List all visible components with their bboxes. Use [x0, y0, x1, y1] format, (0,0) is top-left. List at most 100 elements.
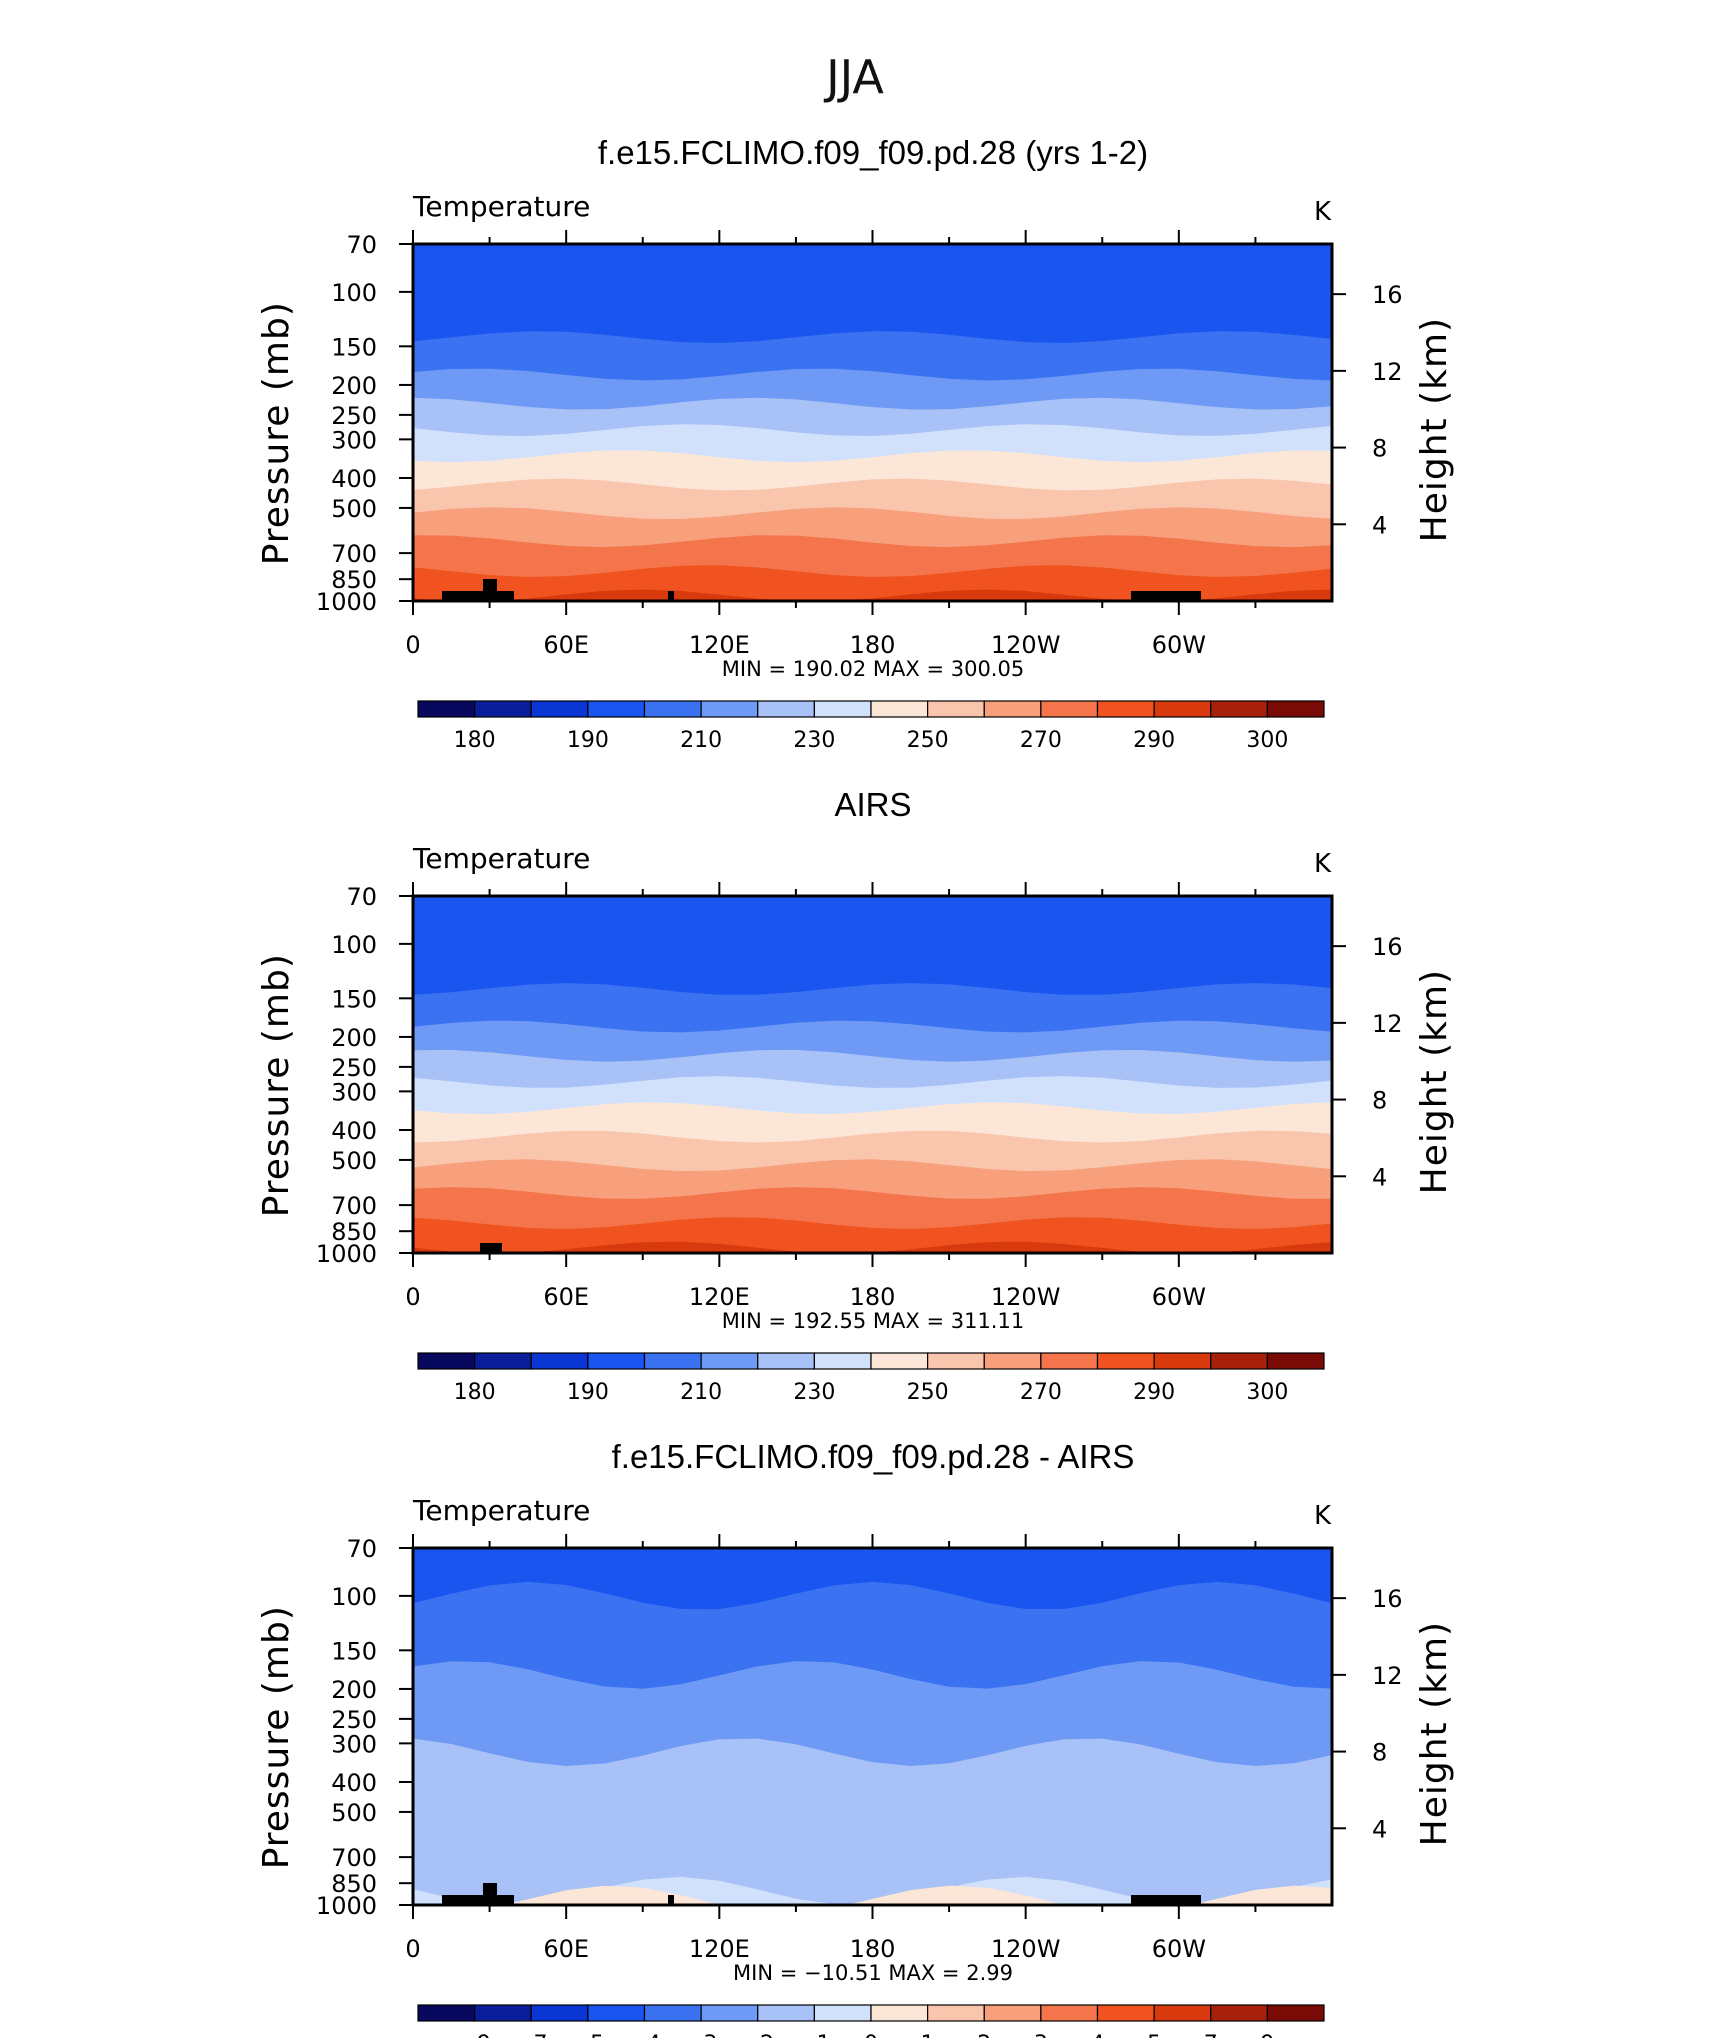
y-tick-label: 70 — [346, 1535, 377, 1563]
x-tick-label: 0 — [405, 1935, 420, 1963]
y-tick-label: 850 — [331, 566, 377, 594]
x-tick-label: 120W — [991, 631, 1061, 659]
colorbar: −9 −7 −5 −4 −3 −2 −1 0 1 2 3 4 5 7 9 — [417, 2004, 1325, 2038]
contour-field — [413, 1548, 1332, 1905]
colorbar-label: 180 — [454, 728, 496, 753]
colorbar-swatch — [927, 1352, 985, 1370]
y-tick-label: 500 — [331, 1799, 377, 1827]
units-label: K — [1314, 197, 1332, 227]
colorbar-label: 290 — [1133, 1380, 1175, 1405]
y-tick-label: 300 — [331, 1730, 377, 1758]
y-tick-label: 300 — [331, 426, 377, 454]
colorbar-label: −7 — [515, 2032, 547, 2038]
y2-axis-label: Height (km) — [1414, 1621, 1455, 1846]
y-tick-label: 250 — [331, 1054, 377, 1082]
contour-field — [413, 244, 1332, 601]
colorbar-label: 210 — [680, 1380, 722, 1405]
colorbar-swatch — [1266, 2004, 1325, 2022]
colorbar-label: 4 — [1091, 2032, 1105, 2038]
colorbar-label: 210 — [680, 728, 722, 753]
y-tick-label: 1000 — [316, 1240, 377, 1268]
colorbar-swatch — [1096, 700, 1155, 718]
colorbar-swatch — [1040, 1352, 1099, 1370]
topography-block — [442, 1895, 514, 1905]
y-tick-label: 150 — [331, 1637, 377, 1665]
colorbar-label: 290 — [1133, 728, 1175, 753]
y2-tick-label: 16 — [1372, 281, 1403, 309]
colorbar-swatch — [530, 2004, 589, 2022]
colorbar-swatch — [1040, 2004, 1099, 2022]
colorbar-swatch — [474, 700, 532, 718]
colorbar-swatch — [757, 700, 815, 718]
colorbar-swatch — [757, 1352, 815, 1370]
colorbar-swatch — [870, 1352, 929, 1370]
colorbar-label: −5 — [572, 2032, 604, 2038]
colorbar-label: 190 — [567, 1380, 609, 1405]
colorbar-swatch — [813, 2004, 872, 2022]
x-tick-label: 120E — [689, 1283, 750, 1311]
y-tick-label: 100 — [331, 1583, 377, 1611]
x-tick-label: 60E — [543, 631, 589, 659]
y-tick-label: 400 — [331, 1769, 377, 1797]
x-tick-label: 120E — [689, 631, 750, 659]
colorbar-label: 250 — [907, 1380, 949, 1405]
panel-3: f.e15.FCLIMO.f09_f09.pd.28 - AIRS Tempera… — [256, 1438, 1455, 2038]
colorbar-label: 270 — [1020, 1380, 1062, 1405]
topography-block — [483, 579, 497, 591]
colorbar-label: 180 — [454, 1380, 496, 1405]
min-max-label: MIN = 192.55 MAX = 311.11 — [722, 1309, 1024, 1333]
colorbar: 180 190 210 230 250 270 290 300 — [417, 1352, 1325, 1405]
units-label: K — [1314, 849, 1332, 879]
min-max-label: MIN = −10.51 MAX = 2.99 — [733, 1961, 1013, 1985]
colorbar-label: 9 — [1260, 2032, 1274, 2038]
colorbar-swatch — [1210, 700, 1268, 718]
colorbar-swatch — [643, 700, 702, 718]
variable-label: Temperature — [412, 842, 590, 875]
y2-tick-label: 4 — [1372, 511, 1387, 539]
colorbar-label: 190 — [567, 728, 609, 753]
colorbar-label: 270 — [1020, 728, 1062, 753]
colorbar-swatch — [643, 1352, 702, 1370]
y2-tick-label: 12 — [1372, 1662, 1403, 1690]
y2-tick-label: 12 — [1372, 358, 1403, 386]
y-tick-label: 250 — [331, 1706, 377, 1734]
topography-block — [442, 591, 514, 601]
colorbar-swatch — [587, 2004, 646, 2022]
y-tick-label: 700 — [331, 1192, 377, 1220]
y2-tick-label: 4 — [1372, 1163, 1387, 1191]
colorbar-swatch — [983, 700, 1042, 718]
x-tick-label: 180 — [850, 1283, 896, 1311]
y-tick-label: 200 — [331, 372, 377, 400]
colorbar-swatch — [1153, 700, 1212, 718]
y-tick-label: 70 — [346, 883, 377, 911]
y-tick-label: 850 — [331, 1218, 377, 1246]
colorbar-swatch — [700, 700, 759, 718]
y-tick-label: 700 — [331, 540, 377, 568]
panel-2: AIRS Temperature K 0 60E 120E 180 120W 60W 70 100 1… — [256, 786, 1455, 1405]
colorbar-swatch — [1210, 2004, 1268, 2022]
y-tick-label: 500 — [331, 495, 377, 523]
colorbar-label: 250 — [907, 728, 949, 753]
panel-1: f.e15.FCLIMO.f09_f09.pd.28 (yrs 1-2)Temp… — [256, 134, 1455, 753]
colorbar-swatch — [643, 2004, 702, 2022]
y-tick-label: 400 — [331, 465, 377, 493]
colorbar-swatch — [757, 2004, 815, 2022]
y-tick-label: 850 — [331, 1870, 377, 1898]
y2-tick-label: 8 — [1372, 435, 1387, 463]
colorbar-swatch — [1040, 700, 1099, 718]
units-label: K — [1314, 1501, 1332, 1531]
y-tick-label: 200 — [331, 1676, 377, 1704]
main-title: JJA — [823, 50, 884, 104]
y-tick-label: 100 — [331, 931, 377, 959]
y-tick-label: 1000 — [316, 1892, 377, 1920]
x-tick-label: 0 — [405, 1283, 420, 1311]
colorbar-label: 5 — [1147, 2032, 1161, 2038]
colorbar-swatch — [417, 1352, 476, 1370]
colorbar-swatch — [474, 2004, 532, 2022]
panel-title: f.e15.FCLIMO.f09_f09.pd.28 - AIRS — [612, 1438, 1135, 1475]
y-tick-label: 250 — [331, 402, 377, 430]
y-tick-label: 100 — [331, 279, 377, 307]
y2-tick-label: 4 — [1372, 1815, 1387, 1843]
colorbar-label: −4 — [628, 2032, 660, 2038]
